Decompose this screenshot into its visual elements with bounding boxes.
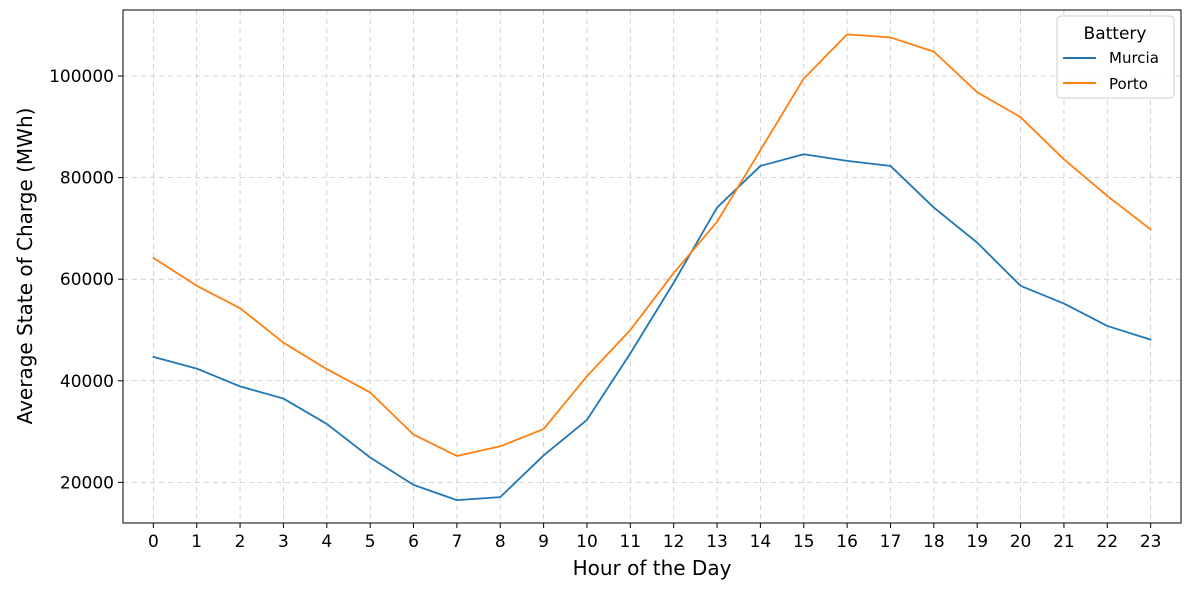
plot-frame: [122, 9, 1182, 524]
y-axis-label: Average State of Charge (MWh): [13, 108, 37, 425]
x-tick-label: 4: [321, 532, 332, 552]
x-tick-label: 16: [836, 532, 858, 552]
y-tick-label: 40000: [60, 372, 114, 392]
x-axis-ticks: 0 1 2 3 4 5 6 7 8 9 10 11 12 13 14 15 16 17 18 19 20 21 22 23: [148, 523, 1162, 552]
y-tick-label: 60000: [60, 270, 114, 290]
y-tick-label: 100000: [49, 67, 114, 87]
series-line-murcia: [152, 153, 1152, 502]
series-line-porto: [152, 33, 1152, 457]
x-tick-label: 5: [365, 532, 376, 552]
y-axis-ticks: 20000 40000 60000 80000 100000: [49, 67, 123, 493]
x-tick-label: 15: [793, 532, 815, 552]
x-tick-label: 0: [148, 532, 159, 552]
x-tick-label: 8: [495, 532, 506, 552]
x-tick-label: 19: [966, 532, 988, 552]
legend-box: [1056, 15, 1175, 99]
x-axis-label: Hour of the Day: [573, 556, 732, 580]
x-tick-label: 1: [191, 532, 202, 552]
legend-label-murcia: Murcia: [1109, 49, 1159, 67]
x-tick-label: 3: [278, 532, 289, 552]
legend: Battery Murcia Porto: [1056, 15, 1175, 99]
series-lines: [152, 33, 1152, 502]
x-tick-label: 7: [451, 532, 462, 552]
x-tick-label: 2: [235, 532, 246, 552]
y-tick-label: 80000: [60, 169, 114, 189]
x-tick-label: 21: [1053, 532, 1075, 552]
x-tick-label: 13: [706, 532, 728, 552]
x-tick-label: 12: [663, 532, 685, 552]
x-tick-label: 11: [619, 532, 641, 552]
y-tick-label: 20000: [60, 473, 114, 493]
x-tick-label: 10: [576, 532, 598, 552]
legend-label-porto: Porto: [1109, 75, 1148, 93]
x-tick-label: 14: [750, 532, 772, 552]
x-tick-label: 22: [1096, 532, 1118, 552]
legend-title: Battery: [1084, 24, 1147, 44]
x-tick-label: 18: [923, 532, 945, 552]
x-tick-label: 20: [1010, 532, 1032, 552]
x-tick-label: 17: [880, 532, 902, 552]
x-tick-label: 9: [538, 532, 549, 552]
grid: [123, 10, 1181, 523]
x-tick-label: 23: [1140, 532, 1162, 552]
x-tick-label: 6: [408, 532, 419, 552]
